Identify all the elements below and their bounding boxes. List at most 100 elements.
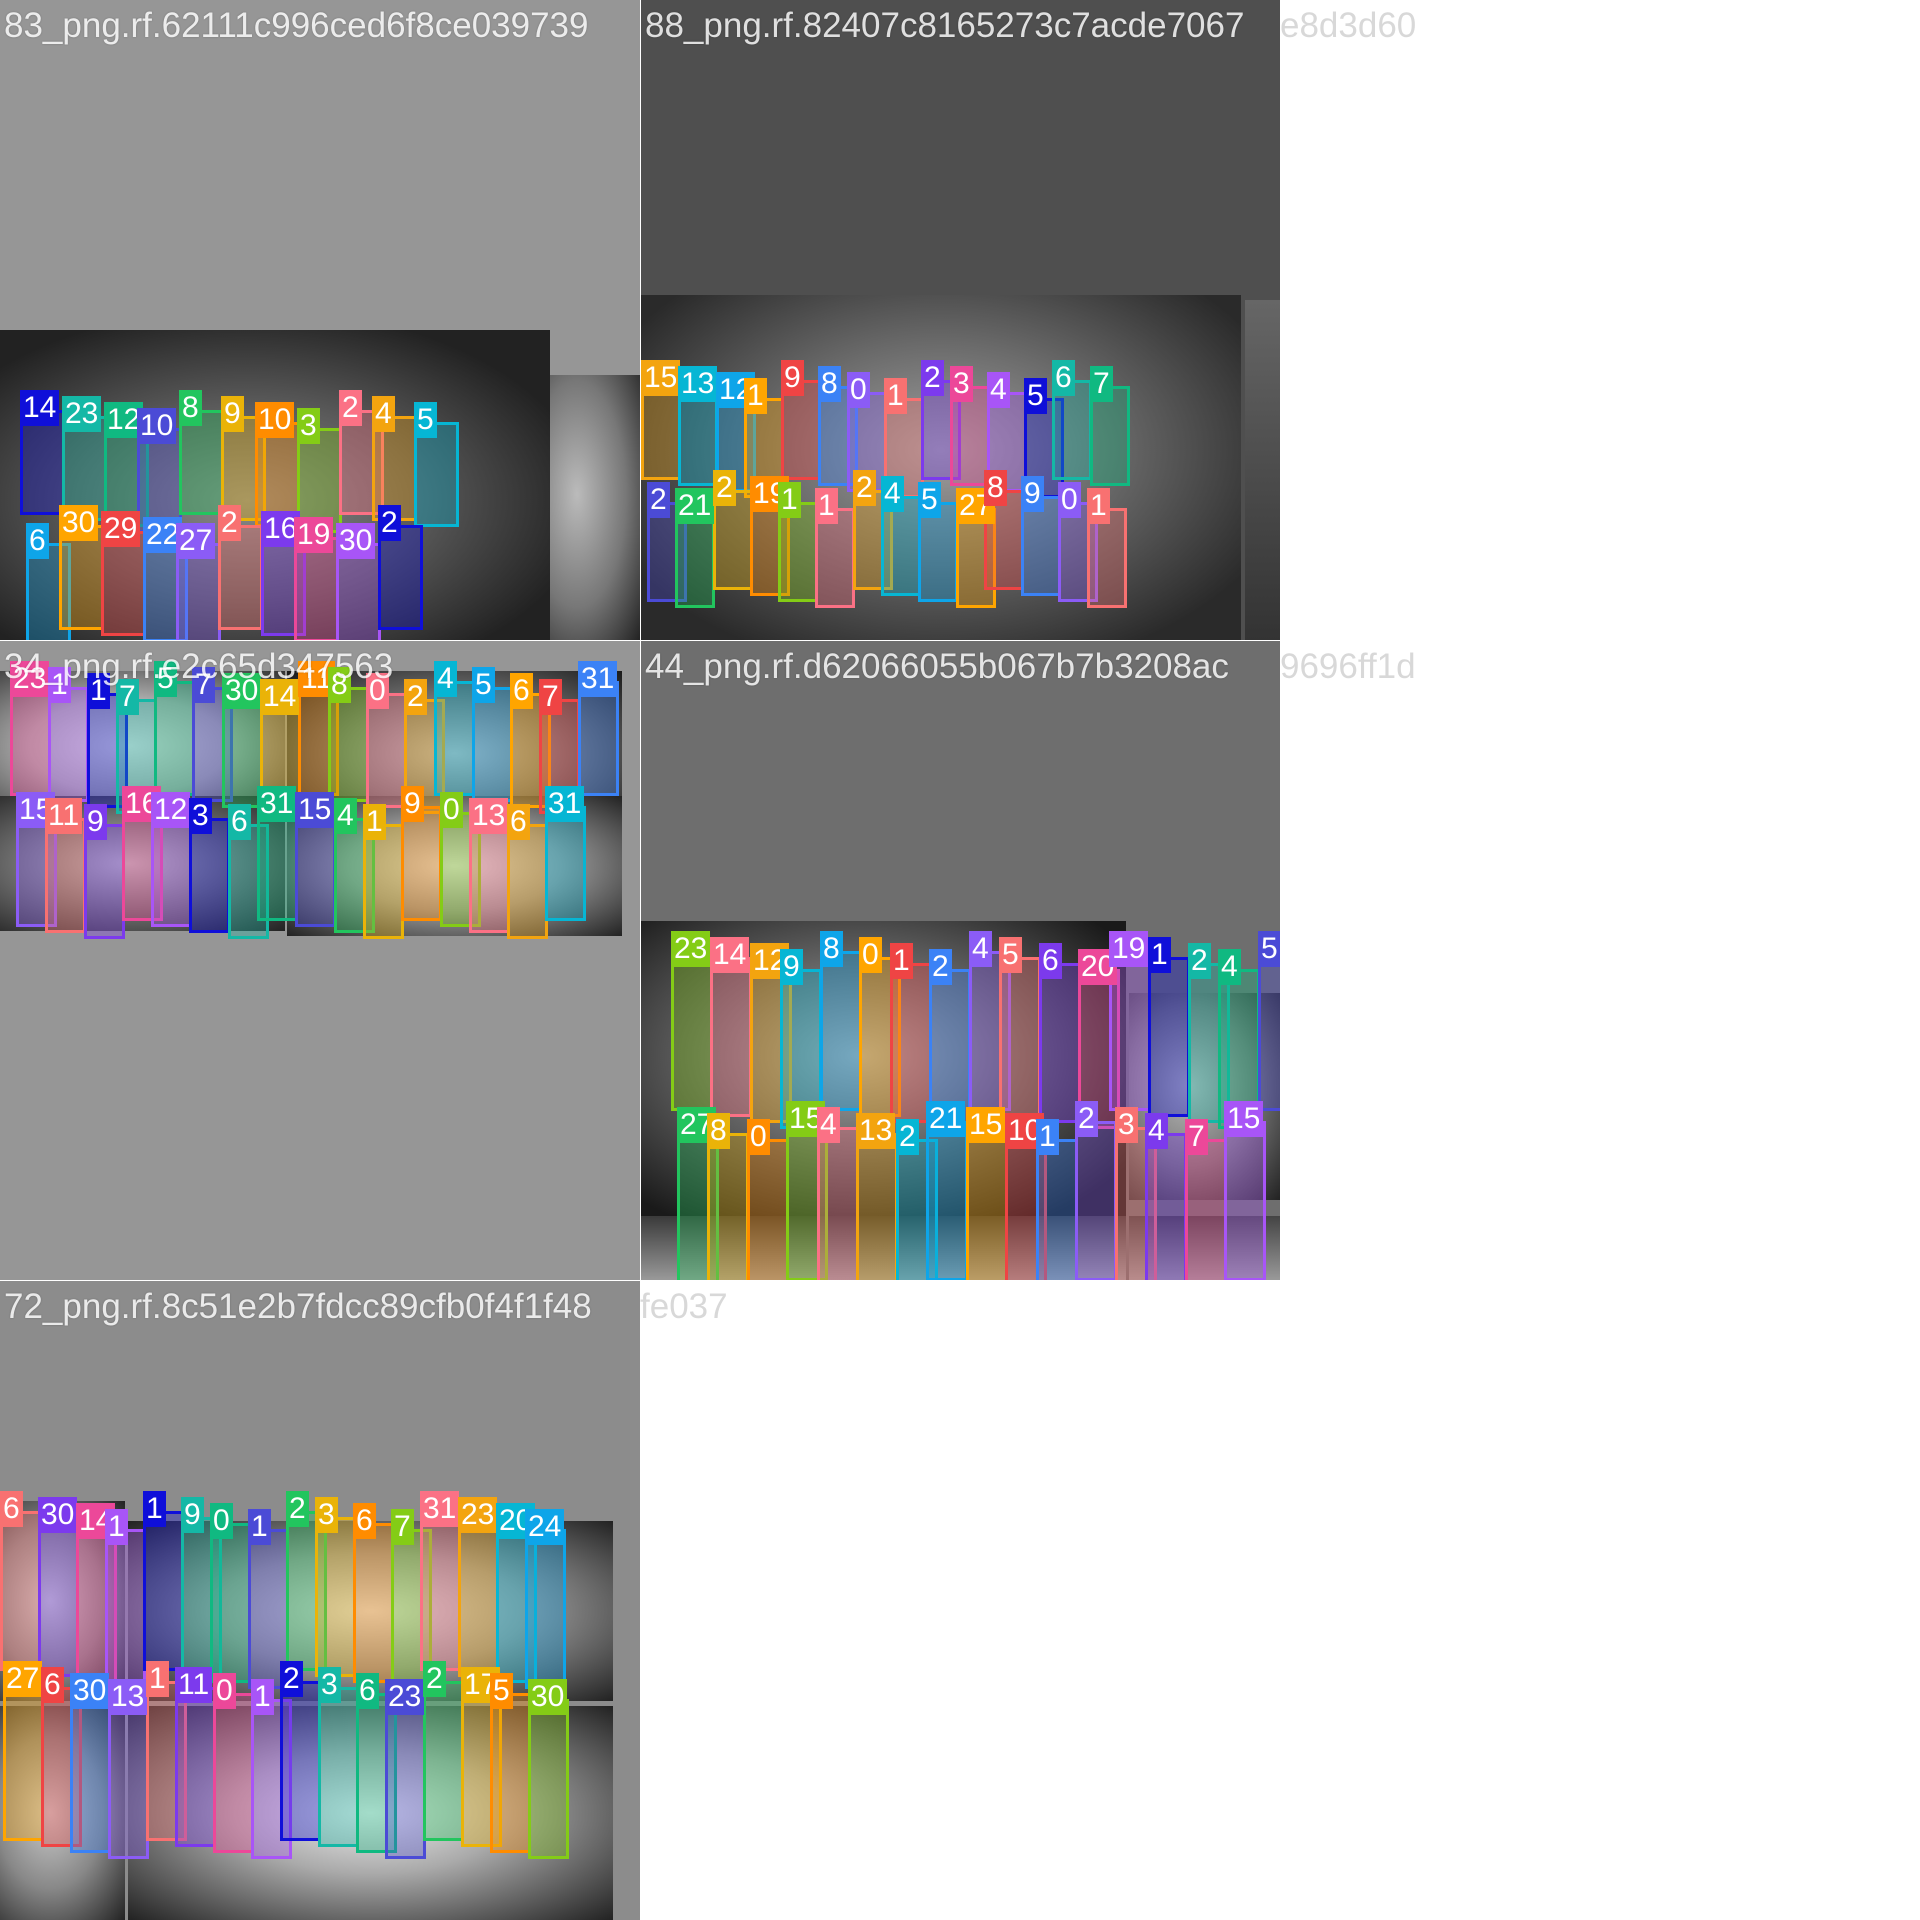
detection-label: 9 [84,804,107,840]
detection-box [257,806,298,921]
detection-label: 1 [251,1679,274,1715]
detection-label: 5 [490,1673,513,1709]
detection-box [1188,963,1230,1123]
detection-label: 14 [260,679,300,715]
detection-box [0,1511,41,1671]
detection-box [1224,1121,1266,1280]
detection-label: 20 [1078,949,1118,985]
detection-label: 0 [213,1673,236,1709]
detection-box [966,1127,1008,1280]
detection-box [105,1529,146,1689]
detection-label: 31 [578,661,618,697]
tile-caption: 34_png.rf.e2c65d347563 [4,647,394,686]
detection-box [1039,963,1081,1123]
detection-label: 30 [336,523,376,559]
detection-box [38,1517,79,1677]
detection-label: 0 [1058,482,1081,518]
detection-label: 23 [62,396,102,432]
tile-caption-overflow: 9696ff1d [1280,647,1416,686]
detection-box [70,1693,111,1853]
detection-label: 4 [434,661,457,697]
detection-label: 0 [366,673,389,709]
detection-label: 9 [1021,476,1044,512]
detection-label: 8 [984,470,1007,506]
detection-box [143,1511,184,1671]
detection-box [84,824,125,939]
xray-image [1245,300,1280,640]
detection-box [210,1523,251,1683]
detection-label: 21 [926,1101,966,1137]
detection-label: 31 [257,786,297,822]
detection-box [175,1687,216,1847]
detection-box [578,681,619,796]
detection-label: 4 [1145,1113,1168,1149]
detection-label: 5 [1024,378,1047,414]
detection-label: 23 [671,931,711,967]
detection-label: 1 [778,482,801,518]
detection-label: 12 [104,402,144,438]
detection-box [926,1121,968,1280]
detection-label: 1 [87,673,110,709]
detection-box [786,1121,828,1280]
detection-label: 0 [440,792,463,828]
detection-box [1005,1133,1047,1280]
detection-label: 2 [1188,943,1211,979]
detection-box [356,1693,397,1853]
detection-box [108,1699,149,1859]
detection-label: 12 [151,792,191,828]
detection-label: 6 [228,804,251,840]
detection-label: 10 [255,402,295,438]
tile-caption: 88_png.rf.82407c8165273c7acde7067 [645,6,1245,45]
detection-box [778,502,818,602]
detection-box [328,687,369,802]
detection-box [747,1139,789,1280]
detection-label: 31 [545,786,585,822]
detection-box [859,957,901,1117]
detection-label: 30 [70,1673,110,1709]
detection-label: 2 [280,1661,303,1697]
detection-box [151,812,192,927]
detection-label: 1 [1087,488,1110,524]
detection-box [179,410,224,515]
detection-box [385,1699,426,1859]
detection-label: 19 [1109,931,1149,967]
detection-box [401,806,442,921]
detection-label: 9 [401,786,424,822]
detection-label: 4 [817,1107,840,1143]
detection-label: 1 [105,1509,128,1545]
detection-label: 1 [744,378,767,414]
detection-label: 8 [707,1113,730,1149]
detection-box [490,1693,531,1853]
detection-label: 13 [678,366,718,402]
detection-box [671,951,713,1111]
detection-box [1075,1121,1117,1280]
detection-box [218,525,263,630]
detection-box [856,1133,898,1280]
detection-label: 2 [853,470,876,506]
detection-label: 15 [966,1107,1006,1143]
detection-label: 0 [210,1503,233,1539]
detection-label: 1 [143,1491,166,1527]
detection-box [251,1699,292,1859]
xray-image [641,295,1241,640]
detection-label: 0 [859,937,882,973]
detection-label: 29 [101,511,141,547]
detection-label: 6 [353,1503,376,1539]
detection-label: 0 [747,1119,770,1155]
detection-label: 23 [458,1497,498,1533]
detection-label: 9 [181,1497,204,1533]
detection-box [280,1681,321,1841]
detection-box [420,1511,461,1671]
detection-label: 22 [143,517,183,553]
detection-label: 3 [189,798,212,834]
detection-label: 23 [10,661,50,697]
detection-box [3,1681,44,1841]
detection-label: 3 [950,366,973,402]
detection-label: 3 [318,1667,341,1703]
xray-image [550,375,640,640]
detection-label: 4 [969,931,992,967]
mosaic-tile-5: 72_png.rf.8c51e2b7fdcc89cfb0f4f1f48 6 30 1… [0,1281,640,1920]
detection-label: 9 [781,360,804,396]
detection-label: 14 [20,390,60,426]
detection-label: 7 [192,667,215,703]
